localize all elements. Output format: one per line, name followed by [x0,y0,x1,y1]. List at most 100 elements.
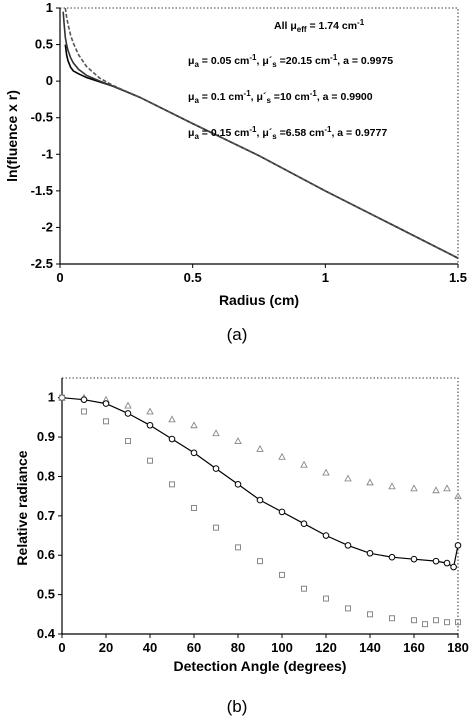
chart-b-series-1-point [366,549,374,557]
chart-b-series-2-point [279,571,285,578]
chart-b-series-1-point [278,508,286,516]
chart-a-annotation-1-run: = 0.05 cm [199,55,250,67]
chart-a-annotation-0-run: eff [297,25,307,34]
chart-b-x-ticks: 0 20 40 60 80 100 120 140 160 180 [58,634,469,655]
chart-panel-b: 0.4 0.5 0.6 0.7 0.8 0.9 1 0 20 40 60 80 100 120 140 16… [14,377,469,716]
chart-a-annotation-3: μa = 0.15 cm-1, μ´s =6.58 cm-1, a = 0.97… [188,125,387,141]
chart-b-series-1-point [212,465,220,472]
chart-b-x-tick-label: 40 [143,640,157,655]
chart-b-series-2-point [345,605,351,612]
chart-a-annotation-1-run: , a = 0.9975 [337,55,393,67]
chart-panel-a: 1 0.5 0 -0.5 -1 -1.5 -2 -2.5 0 0.5 1 1.5 All μeff … [4,0,467,344]
chart-b-series-2-point [433,617,439,624]
chart-b-series-0-point [278,452,286,460]
chart-b-series [58,393,462,628]
chart-a-y-tick-label: -2 [41,219,53,234]
chart-b-series-2-point [411,617,417,624]
chart-b-series-0-point [432,486,440,494]
chart-b-series-2-point [323,595,329,602]
chart-b-series-2-point [125,438,131,445]
chart-a-series [62,7,459,259]
chart-a-y-tick-label: -2.5 [31,256,53,271]
chart-a-annotation-2-run: s [266,96,271,105]
chart-a-y-ticks: 1 0.5 0 -0.5 -1 -1.5 -2 -2.5 [31,0,60,271]
chart-b-frame [61,377,459,635]
chart-a-y-tick-label: 0.5 [35,37,53,52]
chart-b-series-0-point [300,460,308,468]
chart-b-x-tick-label: 120 [315,640,337,655]
chart-a-x-tick-label: 0 [56,270,63,285]
chart-a-annotation-1-run: a [194,60,199,69]
chart-b-y-tick-label: 0.5 [37,587,55,602]
chart-a-x-tick-label: 1.5 [449,270,467,285]
chart-a-annotation-1-run: =20.15 cm [277,55,330,67]
chart-b-series-0-point [410,484,418,492]
chart-b-caption: (b) [227,697,248,716]
chart-b-y-tick-label: 0.6 [37,547,55,562]
chart-a-annotation-3-run: , μ´ [257,127,273,139]
chart-b-series-2-point [103,418,109,425]
chart-b-x-tick-label: 0 [58,640,65,655]
chart-b-series-1-point [410,555,418,563]
chart-b-series-1-point [234,481,242,488]
chart-b-series-0-point [366,478,374,486]
chart-b-series-1-point [300,520,308,528]
chart-a-annotation-1: μa = 0.05 cm-1, μ´s =20.15 cm-1, a = 0.9… [188,53,393,69]
chart-a-y-tick-label: 0 [46,73,53,88]
chart-a-annotation-1-run: -1 [249,53,257,62]
chart-b-series-0-point [388,482,396,490]
chart-b-series-1-point [80,396,88,403]
chart-b-x-axis-title: Detection Angle (degrees) [174,658,347,674]
chart-b-series-2-point [367,611,373,618]
chart-b-series-2-point [81,408,87,415]
chart-a-annotation-2-run: μ [188,91,194,103]
chart-b-x-tick-label: 180 [447,640,469,655]
chart-b-series-1-point [124,410,132,417]
chart-a-caption: (a) [227,325,248,344]
chart-b-series-2-point [191,504,197,511]
chart-b-series-1-point [102,400,110,407]
chart-b-series-0-point [190,421,198,429]
chart-a-annotation-2-run: -1 [244,89,252,98]
chart-b-y-tick-label: 0.8 [37,468,55,483]
chart-b-series-1-line [61,397,459,568]
chart-b-series-1-point [344,542,352,549]
chart-b-series-1-point [190,449,198,457]
chart-b-x-tick-label: 80 [231,640,245,655]
chart-a-x-ticks: 0 0.5 1 1.5 [56,264,467,285]
chart-b-series-2-point [257,558,263,565]
chart-b-series-0-point [168,415,176,423]
chart-a-x-tick-label: 1 [322,270,329,285]
chart-a-annotation-2-run: a [194,96,199,105]
chart-a-annotation-2-run: =10 cm [271,91,310,103]
chart-b-y-ticks: 0.4 0.5 0.6 0.7 0.8 0.9 1 [37,390,62,641]
chart-b-x-tick-label: 160 [403,640,425,655]
chart-b-series-0-point [454,492,462,500]
chart-b-series-1-point [454,542,462,549]
chart-b-y-tick-label: 0.7 [37,508,55,523]
chart-b-y-tick-label: 0.9 [37,429,55,444]
chart-a-annotation-1-run: -1 [330,53,338,62]
chart-b-series-0-point [344,474,352,482]
chart-a-annotation-2-run: = 0.1 cm [199,91,244,103]
chart-a-annotation-0-run: -1 [357,18,365,27]
chart-a-x-axis-title: Radius (cm) [219,292,299,308]
chart-b-series-1-point [443,559,451,567]
chart-a-annotation-3-run: a [194,132,199,141]
chart-b-x-tick-label: 60 [187,640,201,655]
chart-a-annotation-3-run: -1 [324,125,332,134]
chart-b-series-1-point [432,557,440,565]
chart-a-annotation-3-run: = 0.15 cm [199,127,250,139]
chart-b-y-tick-label: 1 [48,390,55,405]
chart-b-series-2-point [59,394,65,401]
chart-a-annotation-2-run: , a = 0.9900 [317,91,373,103]
chart-b-series-1-point [58,394,66,401]
chart-a-annotation-3-run: -1 [249,125,257,134]
chart-b-series-2-point [147,457,153,464]
chart-a-y-tick-label: -1.5 [31,183,53,198]
chart-b-y-axis-title: Relative radiance [14,450,30,565]
chart-a-annotation-3-run: s [272,132,277,141]
chart-a-x-tick-label: 0.5 [184,270,202,285]
chart-a-annotation-3-run: , a = 0.9777 [331,127,387,139]
chart-b-x-tick-label: 20 [99,640,113,655]
